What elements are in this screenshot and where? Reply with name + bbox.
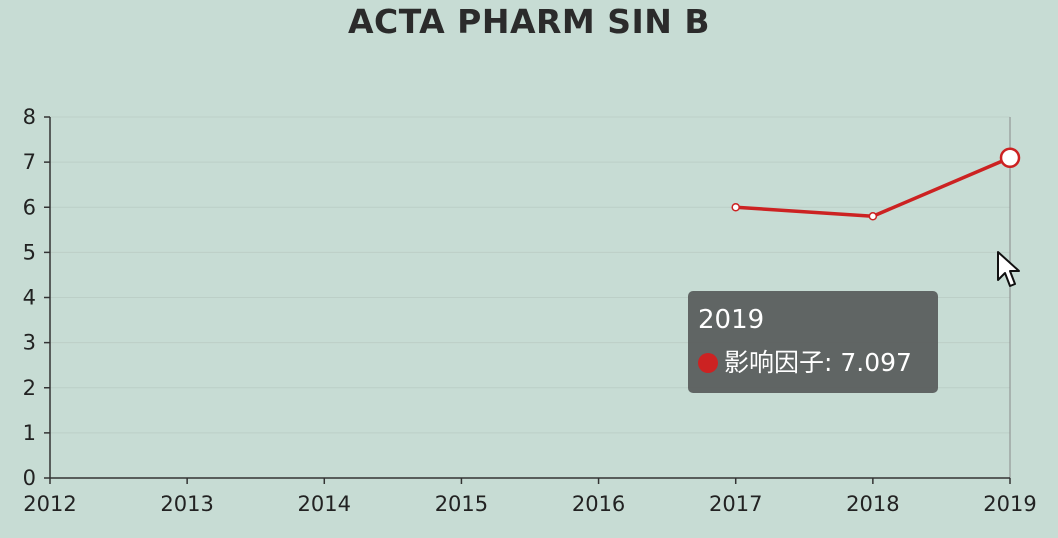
tooltip: 2019 影响因子: 7.097 — [688, 291, 938, 393]
series-line[interactable] — [731, 147, 1021, 221]
tooltip-row: 影响因子: 7.097 — [698, 343, 928, 383]
y-tick-label: 6 — [23, 195, 36, 219]
data-point-highlighted[interactable] — [999, 147, 1021, 168]
chart-title: ACTA PHARM SIN B — [347, 2, 711, 41]
x-tick-label: 2018 — [846, 492, 899, 516]
data-point[interactable] — [731, 203, 740, 212]
axes: 0 1 2 3 4 5 6 7 8 2012 2013 2014 2015 2016 2017 2018 201… — [23, 105, 1037, 516]
tooltip-value: 影响因子: 7.097 — [724, 348, 912, 377]
tooltip-title: 2019 — [698, 305, 765, 335]
tooltip-series-dot — [698, 353, 718, 373]
x-tick-label: 2013 — [160, 492, 213, 516]
y-tick-label: 1 — [23, 421, 36, 445]
y-tick-label: 7 — [23, 150, 36, 174]
y-tick-label: 2 — [23, 376, 36, 400]
y-tick-label: 8 — [23, 105, 36, 129]
x-tick-label: 2017 — [709, 492, 762, 516]
x-tick-label: 2016 — [572, 492, 625, 516]
y-tick-label: 4 — [23, 286, 36, 310]
data-point[interactable] — [868, 212, 878, 221]
x-tick-label: 2015 — [435, 492, 488, 516]
x-tick-label: 2014 — [298, 492, 351, 516]
y-tick-label: 5 — [23, 240, 36, 264]
x-tick-label: 2019 — [983, 492, 1036, 516]
grid-lines — [50, 116, 1011, 478]
y-tick-label: 0 — [23, 466, 36, 490]
y-tick-label: 3 — [23, 331, 36, 355]
x-tick-label: 2012 — [23, 492, 76, 516]
mouse-cursor-icon — [997, 251, 1020, 287]
